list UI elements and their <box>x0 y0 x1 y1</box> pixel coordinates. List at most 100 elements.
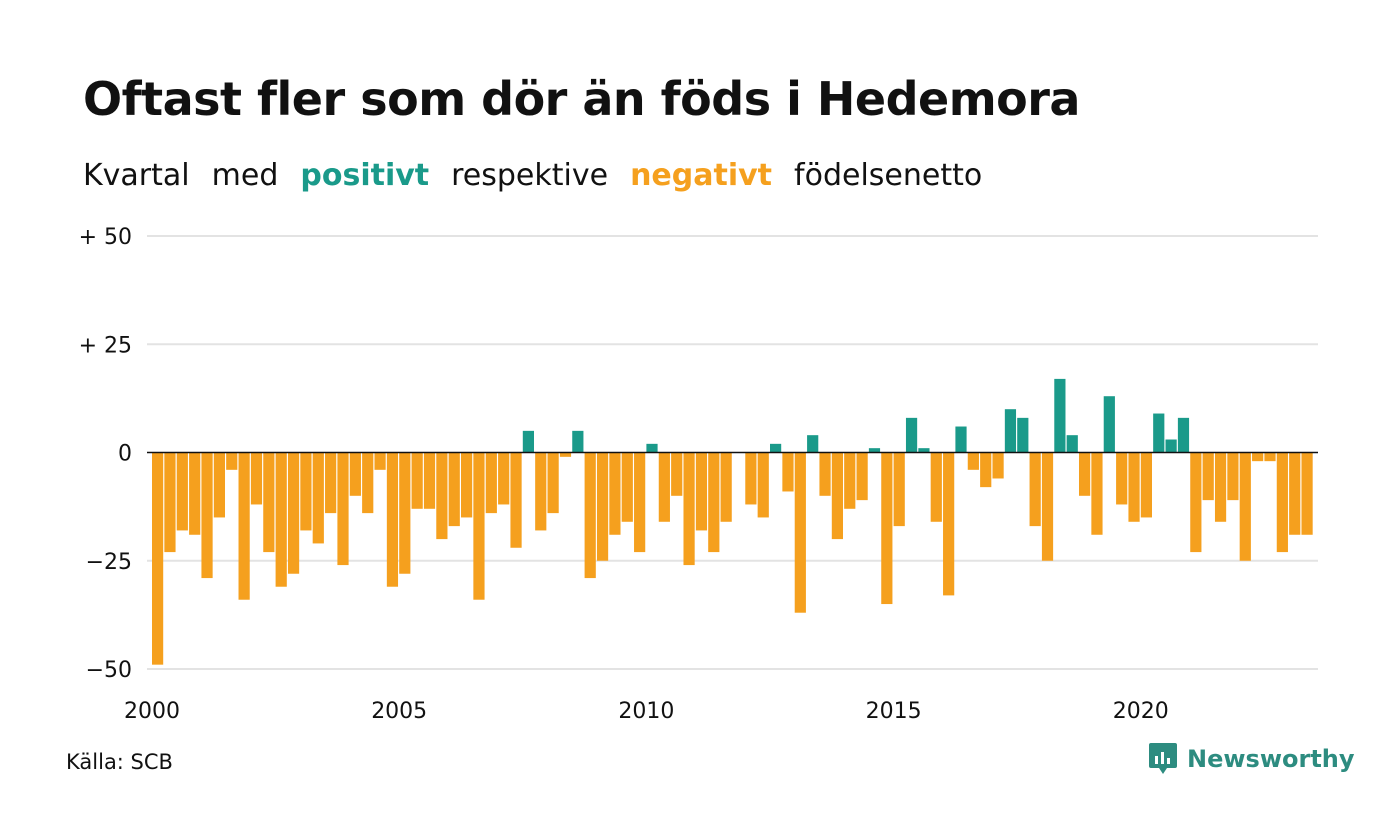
bar <box>856 452 868 501</box>
bar <box>1066 435 1078 453</box>
bar <box>930 452 942 522</box>
bar <box>1301 452 1313 535</box>
bar <box>992 452 1004 479</box>
bar <box>1054 378 1066 453</box>
bar <box>510 452 522 548</box>
subtitle-part-1: Kvartal <box>83 158 190 193</box>
bar <box>683 452 695 566</box>
bar <box>448 452 460 527</box>
y-tick-label: 0 <box>118 442 132 467</box>
bar <box>325 452 337 514</box>
subtitle-negative-word: negativt <box>630 158 773 193</box>
bar-series <box>152 378 1313 665</box>
bar <box>745 452 757 505</box>
bar <box>1239 452 1251 561</box>
subtitle-part-3: respektive <box>451 158 609 193</box>
bar <box>1177 417 1190 453</box>
bar <box>1029 452 1041 527</box>
bar <box>720 452 732 522</box>
bar <box>275 452 287 587</box>
chart-title: Oftast fler som dör än föds i Hedemora <box>83 72 1080 126</box>
bar <box>1153 413 1165 453</box>
x-tick-label: 2005 <box>371 699 427 724</box>
bar <box>782 452 794 492</box>
bar <box>918 448 930 453</box>
bar <box>609 452 621 535</box>
bar <box>362 452 374 514</box>
bar <box>1079 452 1091 496</box>
bar <box>980 452 992 488</box>
bar <box>572 430 584 453</box>
bar <box>1214 452 1227 522</box>
bar <box>312 452 324 544</box>
subtitle-positive-word: positivt <box>300 158 430 193</box>
bar <box>1190 452 1202 553</box>
bar <box>498 452 510 505</box>
bar <box>955 426 967 453</box>
brand-logo: Newsworthy <box>1148 742 1355 776</box>
bar <box>1116 452 1128 505</box>
bar <box>1202 452 1214 501</box>
bar <box>287 452 300 574</box>
bar <box>671 452 683 496</box>
bar <box>349 452 361 496</box>
bar <box>1041 452 1054 561</box>
x-tick-label: 2015 <box>866 699 922 724</box>
y-tick-label: −25 <box>86 550 132 575</box>
bar <box>436 452 448 540</box>
bar <box>794 452 806 613</box>
bar <box>1140 452 1152 518</box>
y-tick-label: + 50 <box>79 225 132 250</box>
bar <box>1128 452 1140 522</box>
bar <box>213 452 225 518</box>
bar <box>1103 396 1115 453</box>
bar <box>905 417 918 453</box>
bar <box>522 430 534 453</box>
bar <box>770 443 782 453</box>
bar <box>1017 417 1029 453</box>
bar <box>535 452 547 531</box>
bar <box>300 452 312 531</box>
bar <box>399 452 411 574</box>
bar <box>1227 452 1239 501</box>
bar <box>1091 452 1103 535</box>
bar <box>708 452 720 553</box>
bar <box>164 452 176 553</box>
bar <box>584 452 596 579</box>
subtitle-part-2: med <box>211 158 279 193</box>
bar <box>337 452 349 566</box>
bar <box>1264 452 1276 462</box>
bar <box>263 452 275 553</box>
brand-name: Newsworthy <box>1187 745 1355 773</box>
bar <box>226 452 238 470</box>
bar <box>819 452 831 496</box>
source-label: Källa: SCB <box>66 750 173 774</box>
bar <box>621 452 633 522</box>
bar <box>374 452 386 470</box>
bar <box>176 452 188 531</box>
bar <box>411 452 423 509</box>
y-tick-label: + 25 <box>79 333 132 358</box>
bar <box>485 452 497 514</box>
x-tick-label: 2020 <box>1113 699 1169 724</box>
newsworthy-logo-icon <box>1149 743 1177 774</box>
bar <box>189 452 201 535</box>
x-tick-label: 2010 <box>618 699 674 724</box>
subtitle-part-4: födelsenetto <box>794 158 983 193</box>
bar <box>831 452 843 540</box>
bar <box>844 452 856 509</box>
bar <box>1252 452 1264 462</box>
bar <box>461 452 473 518</box>
x-axis-tick-labels: 2000 2005 2010 2015 2020 <box>124 699 1169 724</box>
bar <box>473 452 485 600</box>
bar <box>423 452 436 509</box>
bar <box>152 452 164 665</box>
bar <box>1165 439 1177 453</box>
bar <box>250 452 263 505</box>
bar <box>559 452 572 457</box>
bar <box>757 452 769 518</box>
bar <box>596 452 609 561</box>
y-tick-label: −50 <box>86 658 132 683</box>
bar <box>695 452 708 531</box>
